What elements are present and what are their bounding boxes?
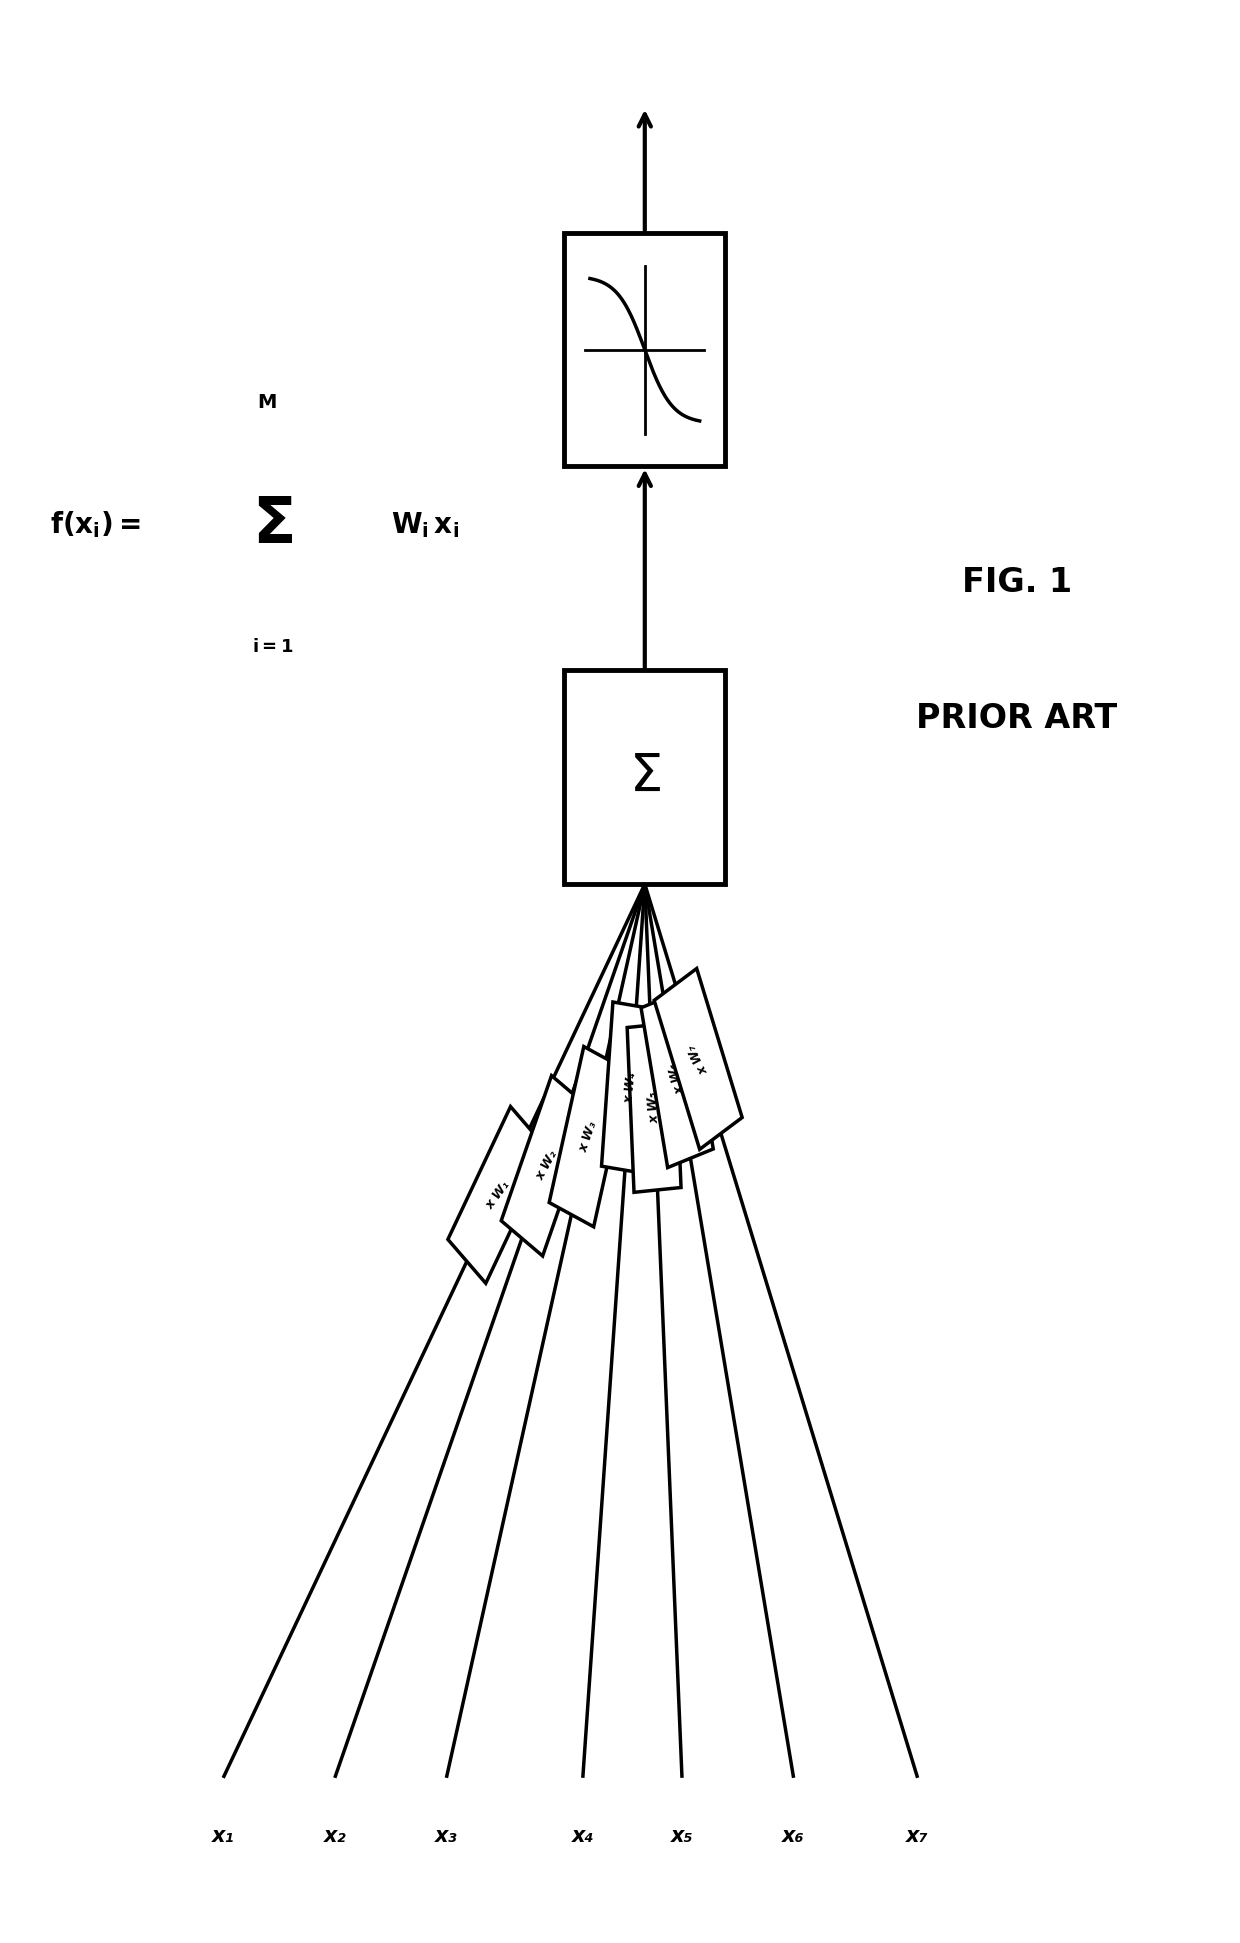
Text: x W₂: x W₂: [533, 1148, 560, 1183]
Bar: [564, 670, 725, 884]
Bar: [641, 989, 713, 1168]
Text: PRIOR ART: PRIOR ART: [916, 703, 1117, 734]
Text: FIG. 1: FIG. 1: [962, 567, 1071, 598]
Text: x W₃: x W₃: [578, 1119, 600, 1154]
Text: x₃: x₃: [435, 1826, 458, 1846]
Bar: [627, 1022, 681, 1193]
Bar: [601, 1003, 660, 1174]
Bar: [655, 968, 743, 1150]
Text: $\mathbf{M}$: $\mathbf{M}$: [257, 392, 277, 412]
Text: x W₆: x W₆: [667, 1061, 687, 1096]
Bar: [448, 1108, 548, 1282]
Text: $\mathbf{W_i\, x_i}$: $\mathbf{W_i\, x_i}$: [391, 509, 459, 540]
Text: $\mathbf{f(x_i) =}$: $\mathbf{f(x_i) =}$: [50, 509, 140, 540]
Text: x W₁: x W₁: [484, 1177, 513, 1212]
Text: $\boldsymbol{\Sigma}$: $\boldsymbol{\Sigma}$: [252, 494, 294, 556]
Text: x W₇: x W₇: [686, 1041, 711, 1076]
Text: x W₅: x W₅: [646, 1092, 662, 1123]
Text: x₂: x₂: [324, 1826, 346, 1846]
Text: x₇: x₇: [906, 1826, 929, 1846]
Text: x₆: x₆: [782, 1826, 805, 1846]
Text: x₄: x₄: [572, 1826, 594, 1846]
Bar: [501, 1076, 593, 1255]
Text: $\mathbf{i=1}$: $\mathbf{i=1}$: [252, 637, 294, 657]
Text: x₁: x₁: [212, 1826, 234, 1846]
Bar: [549, 1047, 629, 1226]
Text: x₅: x₅: [671, 1826, 693, 1846]
Text: $\Sigma$: $\Sigma$: [629, 752, 661, 802]
Text: x W₄: x W₄: [622, 1073, 639, 1104]
Bar: [564, 233, 725, 466]
